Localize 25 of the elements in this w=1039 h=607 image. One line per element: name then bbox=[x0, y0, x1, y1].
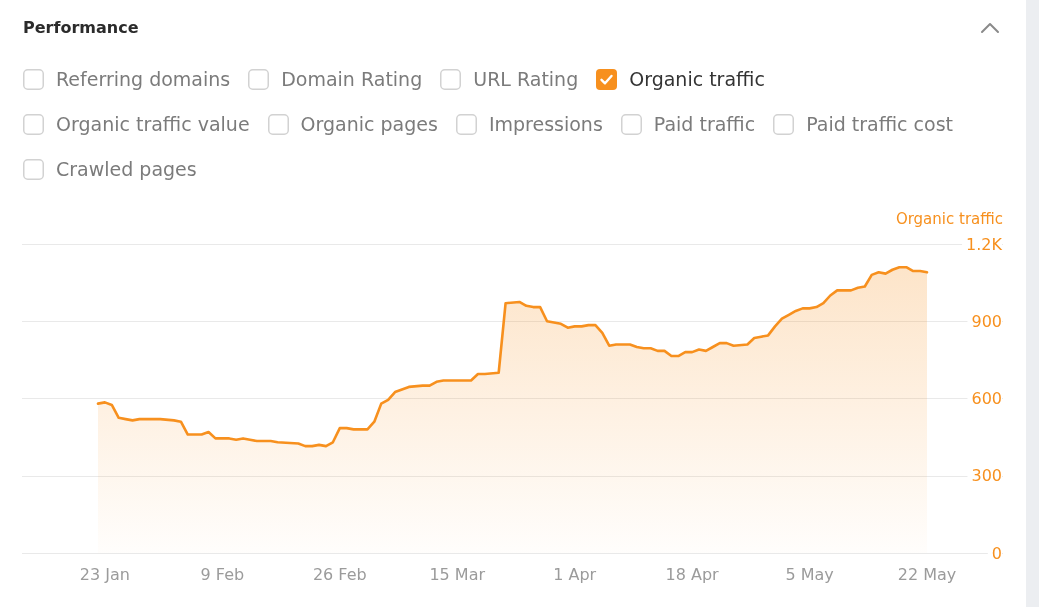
y-tick-label: 0 bbox=[991, 543, 1002, 563]
text: Organic traffic bbox=[629, 68, 765, 90]
text: Organic pages bbox=[300, 113, 438, 135]
text: URL Rating bbox=[473, 68, 579, 90]
x-tick-label: 22 May bbox=[897, 564, 957, 584]
x-tick-label: 26 Feb bbox=[312, 564, 367, 584]
text: Domain Rating bbox=[281, 68, 423, 90]
x-tick-label: 5 May bbox=[785, 564, 834, 584]
x-tick-label: 9 Feb bbox=[200, 564, 245, 584]
text: Referring domains bbox=[56, 68, 231, 90]
x-tick-label: 1 Apr bbox=[553, 564, 597, 584]
x-tick-label: 23 Jan bbox=[79, 564, 130, 584]
y-axis-title: Organic traffic bbox=[895, 210, 1003, 228]
text: Organic traffic value bbox=[56, 113, 250, 135]
text: Crawled pages bbox=[56, 158, 197, 180]
y-tick-label: 1.2K bbox=[966, 234, 1003, 254]
text: Paid traffic bbox=[653, 113, 756, 135]
x-tick-label: 15 Mar bbox=[429, 564, 486, 584]
text: Impressions bbox=[488, 113, 603, 135]
x-tick-label: 18 Apr bbox=[665, 564, 720, 584]
y-tick-label: 600 bbox=[971, 389, 1002, 408]
y-tick-label: 300 bbox=[971, 466, 1002, 486]
text: Paid traffic cost bbox=[806, 113, 953, 135]
y-tick-label: 900 bbox=[971, 311, 1002, 331]
chart-title: Performance bbox=[23, 17, 139, 39]
